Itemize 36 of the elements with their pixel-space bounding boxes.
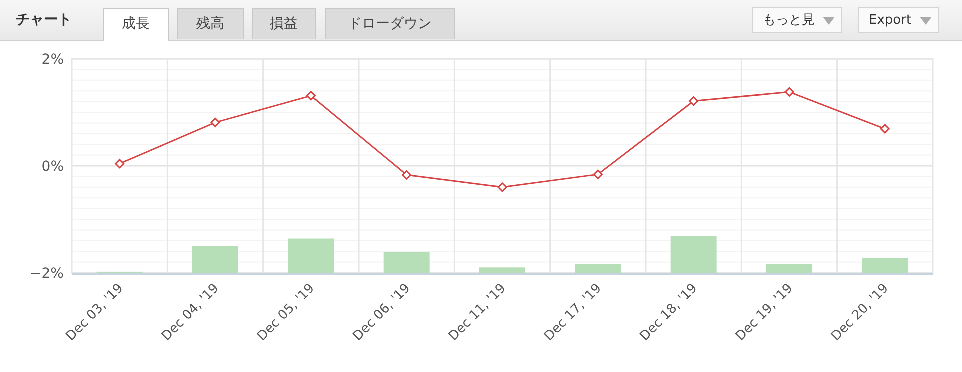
- point: [210, 118, 220, 128]
- bar: [480, 268, 526, 273]
- point: [593, 170, 603, 180]
- point: [115, 159, 125, 169]
- point: [880, 124, 890, 134]
- point: [402, 170, 412, 180]
- bar: [670, 236, 717, 273]
- x-tick-label: Dec 20, '19: [828, 281, 892, 344]
- text: もっと見: [752, 7, 842, 33]
- text: 損益: [252, 8, 316, 39]
- point: [784, 87, 794, 97]
- x-tick-label: Dec 03, '19: [64, 281, 127, 344]
- point: [498, 182, 508, 192]
- text: 成長: [103, 8, 169, 41]
- y-tick-label: 2%: [42, 52, 64, 68]
- x-tick-label: Dec 05, '19: [254, 281, 318, 344]
- bar: [384, 252, 430, 273]
- x-tick-label: Dec 17, '19: [542, 281, 605, 344]
- x-tick-label: Dec 19, '19: [733, 281, 796, 344]
- bar: [575, 264, 622, 273]
- x-tick-label: Dec 06, '19: [350, 281, 414, 344]
- chart-title: チャート: [16, 11, 72, 29]
- bar: [192, 246, 238, 273]
- point: [689, 96, 699, 106]
- text: 残高: [177, 8, 244, 39]
- x-tick-label: Dec 11, '19: [446, 281, 510, 344]
- bar: [288, 238, 334, 273]
- bar: [766, 264, 812, 273]
- text: ドローダウン: [325, 8, 455, 39]
- bar: [862, 258, 908, 273]
- point: [306, 91, 316, 101]
- x-tick-label: Dec 04, '19: [159, 281, 222, 344]
- x-tick-label: Dec 18, '19: [638, 281, 701, 344]
- y-tick-label: −2%: [30, 266, 64, 282]
- text: Export: [858, 7, 939, 33]
- y-tick-label: 0%: [42, 159, 64, 175]
